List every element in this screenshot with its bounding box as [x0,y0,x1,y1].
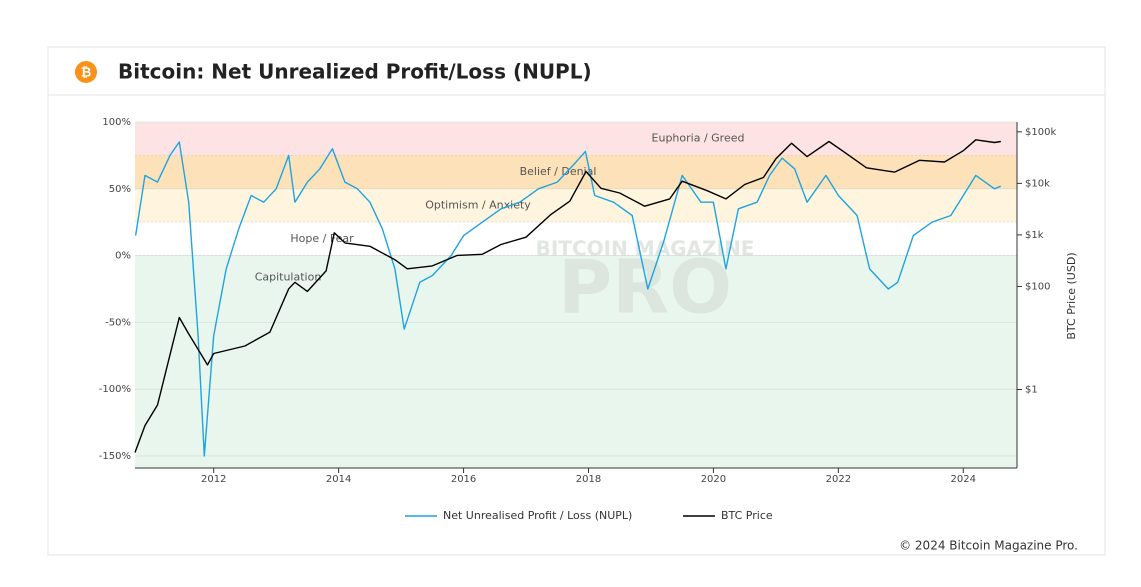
y-tick-label: -100% [99,384,131,395]
y2-tick-label: $10k [1025,178,1050,189]
zone-band [135,255,1017,468]
y2-tick-label: $1k [1025,230,1044,241]
zone-label: Euphoria / Greed [652,132,745,145]
y-tick-label: 0% [115,251,131,262]
series-line [134,139,1001,453]
watermark-top: BITCOIN MAGAZINE [536,237,755,261]
x-tick-label: 2012 [201,474,226,485]
zone-band [135,122,1017,156]
y2-tick-label: $100k [1025,127,1056,138]
zone-label: Optimism / Anxiety [425,198,531,211]
y-tick-label: 100% [102,117,131,128]
zone-band [135,222,1017,256]
x-tick-label: 2024 [951,474,976,485]
legend-label: Net Unrealised Profit / Loss (NUPL) [443,509,632,522]
x-tick-label: 2020 [701,474,726,485]
zone-band [135,188,1017,223]
copyright: © 2024 Bitcoin Magazine Pro. [899,539,1078,553]
y2-tick-label: $1 [1025,385,1038,396]
logo-circle [75,61,97,83]
watermark-main: PRO [558,245,732,331]
x-tick-label: 2018 [576,474,601,485]
chart-title: Bitcoin: Net Unrealized Profit/Loss (NUP… [118,60,592,84]
y-tick-label: -150% [99,451,131,462]
zone-label: Capitulation [255,271,322,284]
x-tick-label: 2022 [826,474,851,485]
y2-tick-label: $100 [1025,281,1050,292]
x-tick-label: 2014 [326,474,351,485]
y-tick-label: 50% [109,184,131,195]
x-tick-label: 2016 [451,474,476,485]
series-line [134,141,1002,457]
logo: ₿ [81,66,92,81]
legend-label: BTC Price [721,509,773,522]
zone-label: Hope / Fear [290,232,354,245]
y2-axis-label: BTC Price (USD) [1065,252,1078,339]
zone-label: Belief / Denial [520,165,597,178]
y-tick-label: -50% [105,317,131,328]
